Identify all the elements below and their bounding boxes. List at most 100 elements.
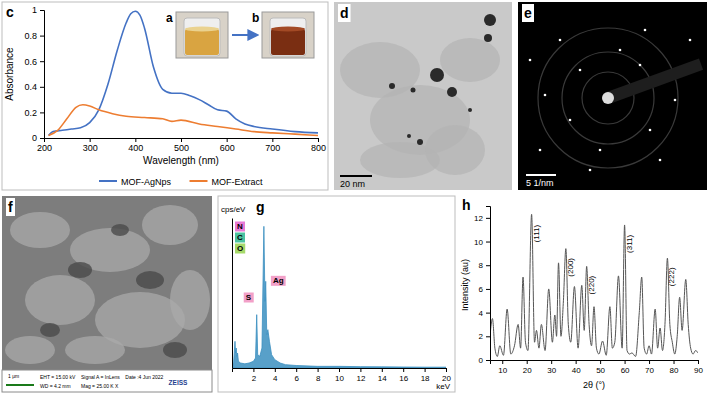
legend-label: MOF-AgNps bbox=[121, 177, 172, 187]
scale-bar bbox=[526, 174, 556, 176]
diffraction-spot bbox=[649, 129, 652, 132]
tick: 10 bbox=[335, 368, 344, 383]
tick: 0.4 bbox=[24, 82, 44, 92]
tick-mark bbox=[486, 289, 490, 290]
tick: 50 bbox=[596, 360, 605, 375]
element-label-box bbox=[271, 276, 286, 286]
tick-mark bbox=[181, 138, 182, 142]
tick-mark bbox=[674, 360, 675, 364]
tick: 800 bbox=[311, 138, 326, 153]
tick-mark bbox=[40, 138, 44, 139]
texture bbox=[111, 224, 129, 236]
beaker bbox=[184, 18, 220, 56]
particle bbox=[484, 34, 492, 42]
central-beam bbox=[602, 92, 614, 104]
tick-mark bbox=[486, 242, 490, 243]
tick-label: 18 bbox=[421, 374, 430, 383]
diffraction-spot bbox=[559, 39, 562, 42]
tick-mark bbox=[90, 138, 91, 142]
element-label-box bbox=[244, 293, 254, 303]
panel-letter: c bbox=[6, 4, 14, 20]
tick: 500 bbox=[174, 138, 189, 153]
annotations: NCOSAg bbox=[235, 222, 286, 303]
particle bbox=[417, 139, 423, 145]
photo-background bbox=[2, 196, 212, 370]
series-line bbox=[49, 105, 318, 136]
tick: 8 bbox=[479, 261, 490, 270]
tick-mark bbox=[135, 138, 136, 142]
legend: MOF-AgNps MOF-Extract bbox=[99, 177, 263, 187]
photo bbox=[262, 12, 314, 58]
panel-letter: a bbox=[166, 11, 173, 25]
axis-line bbox=[491, 361, 699, 365]
texture bbox=[65, 336, 125, 364]
diffraction-spot bbox=[544, 94, 547, 97]
particle bbox=[430, 68, 444, 82]
texture bbox=[425, 125, 485, 175]
tick-label: 10 bbox=[335, 374, 344, 383]
tick: 0 bbox=[479, 356, 490, 365]
tick-mark bbox=[296, 368, 297, 372]
tick-label: 0 bbox=[32, 133, 37, 143]
tick-mark bbox=[600, 360, 601, 364]
texture bbox=[136, 271, 164, 289]
tick-label: 0.4 bbox=[24, 82, 37, 92]
diffraction-spot bbox=[589, 169, 592, 172]
x-axis-title: keV bbox=[436, 382, 450, 391]
axis: 200300400500600700800 bbox=[37, 138, 326, 153]
tick-label: 4 bbox=[479, 309, 484, 318]
info-text: Signal A = InLens bbox=[81, 374, 120, 380]
diffraction-spot bbox=[579, 69, 582, 72]
legend-label: MOF-Extract bbox=[212, 177, 263, 187]
panel-letter-group: h bbox=[462, 197, 471, 213]
panel-letter: g bbox=[256, 199, 265, 215]
tick-label: 12 bbox=[474, 214, 483, 223]
tick: 0 bbox=[32, 133, 44, 143]
element-label-text: N bbox=[237, 222, 243, 231]
diffraction-spot bbox=[689, 39, 692, 42]
tick-label: 50 bbox=[596, 366, 605, 375]
tick-mark bbox=[576, 360, 577, 364]
element-label: N bbox=[235, 222, 245, 232]
texture bbox=[40, 323, 60, 337]
photo-background bbox=[262, 12, 314, 58]
axis bbox=[232, 219, 233, 369]
axis: 102030405060708090 bbox=[491, 360, 704, 375]
tick-label: 8 bbox=[479, 261, 484, 270]
tick-mark bbox=[253, 368, 254, 372]
info-text: WD = 4.2 mm bbox=[40, 383, 71, 389]
tick-label: 6 bbox=[479, 285, 484, 294]
beaker bbox=[270, 18, 306, 56]
panel-frame bbox=[218, 196, 455, 392]
tick: 20 bbox=[442, 368, 451, 383]
panel-letter-group: c bbox=[6, 4, 14, 20]
tick-mark bbox=[40, 61, 44, 62]
photo-background bbox=[518, 2, 707, 190]
legend-swatch bbox=[190, 180, 208, 182]
tick-mark bbox=[502, 360, 503, 364]
texture bbox=[25, 275, 95, 325]
tick: 16 bbox=[399, 368, 408, 383]
tick-mark bbox=[318, 138, 319, 142]
y-axis-title: Intensity (au) bbox=[460, 259, 470, 311]
tick-mark bbox=[40, 36, 44, 37]
diffraction-ring bbox=[562, 52, 654, 144]
tick-label: 0.6 bbox=[24, 57, 37, 67]
y-axis-title: Absorbance bbox=[4, 47, 15, 101]
photo bbox=[176, 12, 228, 58]
diffraction-spot bbox=[529, 59, 532, 62]
tick-label: 4 bbox=[273, 374, 278, 383]
tick: 1 bbox=[32, 5, 44, 15]
tick: 18 bbox=[421, 368, 430, 383]
tick-label: 70 bbox=[645, 366, 654, 375]
panel-letter-group: f bbox=[6, 198, 15, 216]
tick-mark bbox=[446, 368, 447, 372]
tick-mark bbox=[272, 138, 273, 142]
tick-mark bbox=[339, 368, 340, 372]
y-axis-title: cps/eV bbox=[221, 205, 246, 214]
sem-image bbox=[2, 196, 212, 370]
panel-letter-group: e bbox=[522, 4, 534, 22]
panel-letter: d bbox=[340, 5, 349, 21]
element-label-text: O bbox=[237, 244, 243, 253]
tick-mark bbox=[625, 360, 626, 364]
